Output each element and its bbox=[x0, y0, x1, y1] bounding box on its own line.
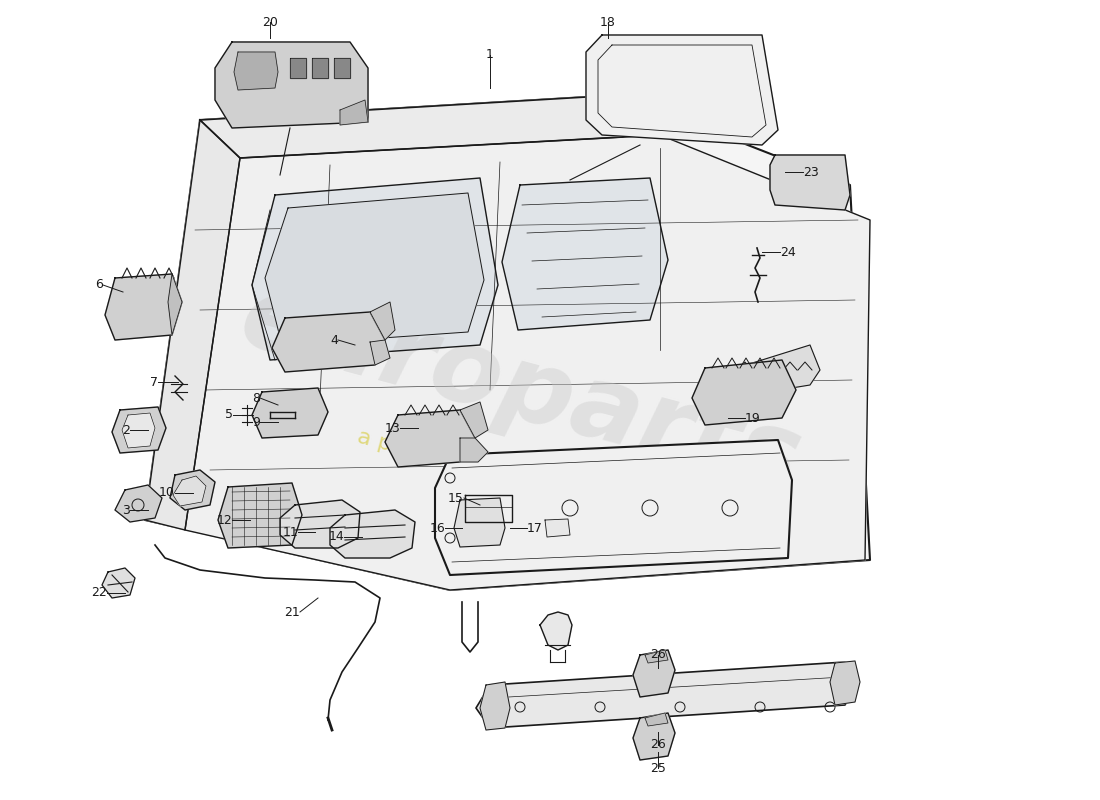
Polygon shape bbox=[480, 682, 510, 730]
Polygon shape bbox=[290, 58, 306, 78]
Polygon shape bbox=[632, 713, 675, 760]
Text: 20: 20 bbox=[262, 15, 278, 29]
Text: 2: 2 bbox=[122, 423, 130, 437]
Text: 3: 3 bbox=[122, 503, 130, 517]
Polygon shape bbox=[434, 440, 792, 575]
Polygon shape bbox=[370, 340, 390, 365]
Text: 19: 19 bbox=[745, 411, 761, 425]
Polygon shape bbox=[252, 388, 328, 438]
Text: 10: 10 bbox=[160, 486, 175, 499]
Polygon shape bbox=[370, 302, 395, 340]
Text: 12: 12 bbox=[217, 514, 232, 526]
Polygon shape bbox=[280, 500, 360, 548]
Polygon shape bbox=[104, 274, 182, 340]
Text: 5: 5 bbox=[226, 409, 233, 422]
Polygon shape bbox=[272, 312, 385, 372]
Polygon shape bbox=[330, 510, 415, 558]
Polygon shape bbox=[252, 178, 498, 360]
Polygon shape bbox=[218, 483, 302, 548]
Polygon shape bbox=[102, 568, 135, 598]
Text: 1: 1 bbox=[486, 49, 494, 62]
Polygon shape bbox=[145, 95, 870, 590]
Text: 4: 4 bbox=[330, 334, 338, 346]
Polygon shape bbox=[385, 410, 475, 467]
Text: 7: 7 bbox=[150, 375, 158, 389]
Text: 9: 9 bbox=[252, 415, 260, 429]
Polygon shape bbox=[116, 485, 162, 522]
Text: 11: 11 bbox=[283, 526, 298, 538]
Polygon shape bbox=[460, 438, 488, 462]
Polygon shape bbox=[830, 661, 860, 705]
Polygon shape bbox=[632, 650, 675, 697]
Polygon shape bbox=[122, 413, 155, 448]
Polygon shape bbox=[340, 100, 368, 125]
Text: 23: 23 bbox=[803, 166, 818, 178]
Polygon shape bbox=[586, 35, 778, 145]
Text: 8: 8 bbox=[252, 391, 260, 405]
Polygon shape bbox=[170, 470, 214, 510]
Polygon shape bbox=[185, 135, 870, 590]
Text: 16: 16 bbox=[429, 522, 446, 534]
Polygon shape bbox=[173, 476, 206, 506]
Text: 24: 24 bbox=[780, 246, 795, 258]
Text: 26: 26 bbox=[650, 649, 666, 662]
Polygon shape bbox=[265, 193, 484, 345]
Polygon shape bbox=[200, 95, 660, 158]
Polygon shape bbox=[692, 360, 796, 425]
Polygon shape bbox=[502, 178, 668, 330]
Text: 22: 22 bbox=[91, 586, 107, 599]
Text: a passion for parts since 1985: a passion for parts since 1985 bbox=[354, 426, 685, 534]
Text: 18: 18 bbox=[601, 15, 616, 29]
Polygon shape bbox=[168, 274, 182, 335]
Polygon shape bbox=[544, 519, 570, 537]
Text: 21: 21 bbox=[284, 606, 300, 618]
Polygon shape bbox=[145, 120, 240, 530]
Text: 25: 25 bbox=[650, 762, 666, 774]
Text: 6: 6 bbox=[95, 278, 103, 291]
Polygon shape bbox=[334, 58, 350, 78]
Text: 17: 17 bbox=[527, 522, 543, 534]
Polygon shape bbox=[476, 662, 858, 728]
Polygon shape bbox=[540, 612, 572, 650]
Polygon shape bbox=[645, 650, 668, 663]
Text: europarts: europarts bbox=[229, 266, 811, 514]
Polygon shape bbox=[454, 498, 505, 547]
Polygon shape bbox=[460, 402, 488, 438]
Text: 26: 26 bbox=[650, 738, 666, 751]
Polygon shape bbox=[214, 42, 368, 128]
Text: 13: 13 bbox=[384, 422, 400, 434]
Polygon shape bbox=[312, 58, 328, 78]
Polygon shape bbox=[112, 407, 166, 453]
Text: 14: 14 bbox=[328, 530, 344, 543]
Polygon shape bbox=[730, 345, 820, 398]
Polygon shape bbox=[770, 155, 850, 210]
Polygon shape bbox=[645, 713, 668, 726]
Text: 15: 15 bbox=[448, 491, 464, 505]
Polygon shape bbox=[234, 52, 278, 90]
